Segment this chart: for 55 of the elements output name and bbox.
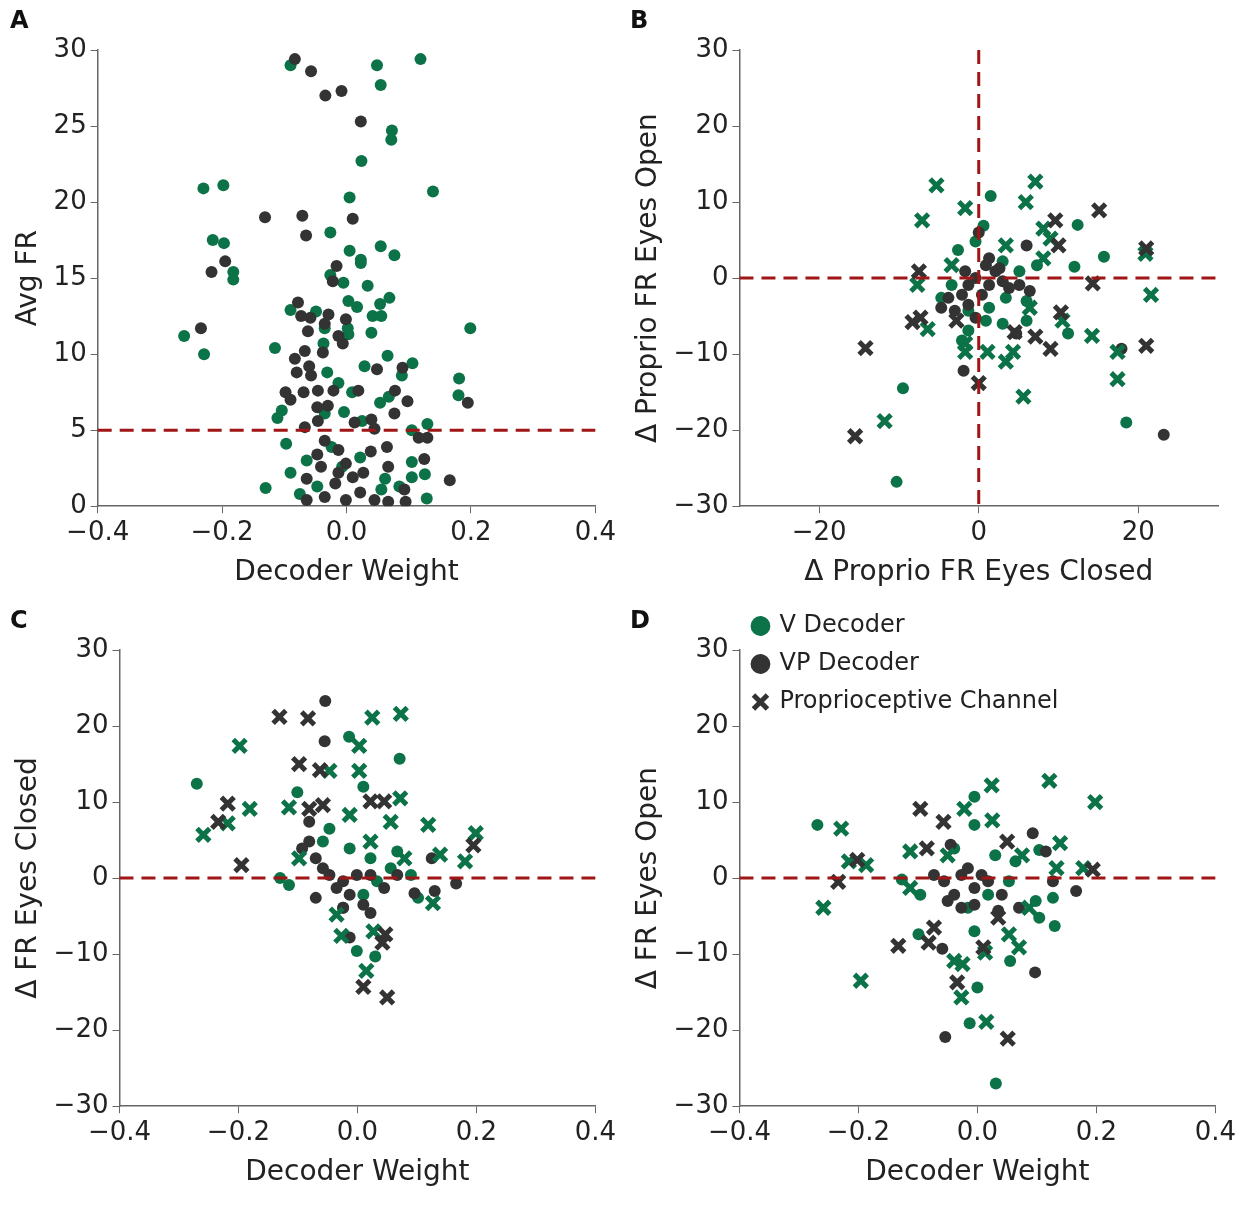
x-tick-label: 0.0 (325, 515, 368, 546)
y-tick-label: 30 (695, 632, 729, 663)
x-tick-label: −0.2 (190, 515, 254, 546)
y-tick-label: −30 (673, 488, 729, 519)
y-axis-title: Δ FR Eyes Open (630, 766, 664, 990)
x-tick-label: 0 (970, 515, 988, 546)
y-tick-label: −20 (673, 412, 729, 443)
y-tick-label: 0 (91, 860, 109, 891)
y-axis-title: Avg FR (10, 229, 44, 327)
y-tick-label: −10 (673, 936, 729, 967)
chart-title: B (630, 6, 649, 34)
y-tick-label: −20 (53, 1012, 109, 1043)
y-tick-label: −10 (673, 336, 729, 367)
x-axis-title: Decoder Weight (234, 554, 459, 588)
y-tick-label: −20 (673, 1012, 729, 1043)
x-axis-title: Decoder Weight (245, 1154, 470, 1188)
y-tick-label: 20 (53, 184, 87, 215)
y-tick-label: 0 (711, 260, 729, 291)
x-tick-label: 0.2 (455, 1115, 498, 1146)
chart-title: D (630, 606, 650, 634)
x-tick-label: −0.2 (206, 1115, 270, 1146)
y-tick-label: 10 (695, 784, 729, 815)
x-tick-label: 0.2 (450, 515, 492, 546)
y-tick-label: 30 (53, 32, 87, 63)
y-axis-title: Δ FR Eyes Closed (10, 757, 44, 999)
y-tick-label: 10 (75, 784, 109, 815)
y-tick-label: 20 (695, 108, 729, 139)
y-tick-label: 5 (70, 412, 87, 443)
x-axis-title: Δ Proprio FR Eyes Closed (804, 554, 1154, 588)
legend-label: VP Decoder (779, 648, 920, 677)
y-tick-label: −10 (53, 936, 109, 967)
x-tick-label: 0.0 (956, 1115, 999, 1146)
x-tick-label: 0.4 (1194, 1115, 1237, 1146)
chart-title: C (10, 606, 28, 634)
y-tick-label: 20 (75, 708, 109, 739)
y-tick-label: 30 (695, 32, 729, 63)
y-tick-label: 15 (53, 260, 87, 291)
y-tick-label: 10 (695, 184, 729, 215)
x-tick-label: 0.2 (1075, 1115, 1118, 1146)
y-tick-label: 30 (75, 632, 109, 663)
legend-label: V Decoder (779, 610, 905, 639)
x-tick-label: 20 (1121, 515, 1155, 546)
x-tick-label: 0.4 (574, 1115, 617, 1146)
legend-label: Proprioceptive Channel (779, 686, 1059, 715)
x-axis-title: Decoder Weight (865, 1154, 1090, 1188)
x-tick-label: 0.4 (574, 515, 617, 546)
y-tick-label: 20 (695, 708, 729, 739)
y-tick-label: 25 (53, 108, 87, 139)
x-tick-label: −0.2 (826, 1115, 890, 1146)
x-tick-label: 0.0 (336, 1115, 379, 1146)
y-axis-title: Δ Proprio FR Eyes Open (630, 113, 664, 443)
chart-title: A (10, 6, 29, 34)
y-tick-label: 10 (53, 336, 87, 367)
x-tick-label: −20 (791, 515, 847, 546)
y-tick-label: 0 (711, 860, 729, 891)
